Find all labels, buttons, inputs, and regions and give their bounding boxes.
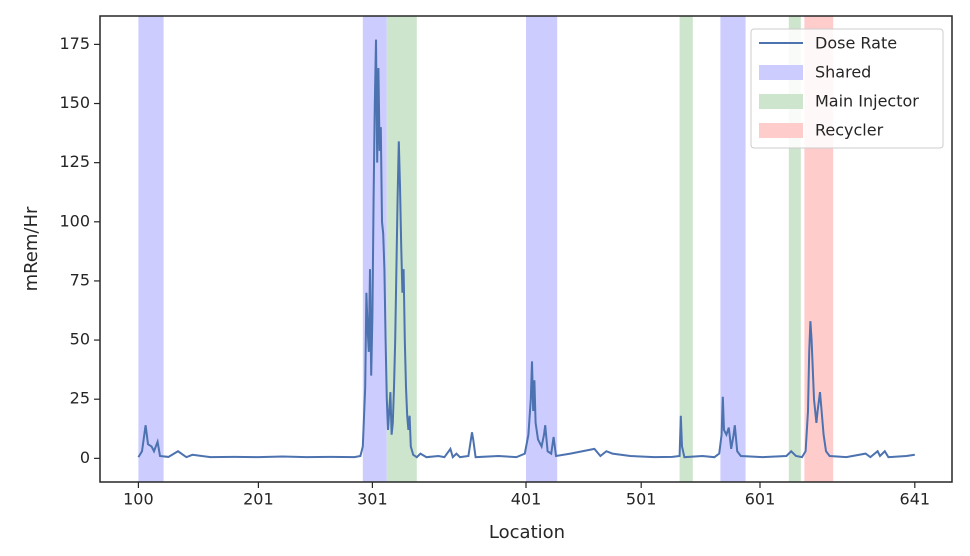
line xyxy=(137,39,915,460)
legend-label: Main Injector xyxy=(815,92,919,111)
y-tick-label: 0 xyxy=(80,448,90,467)
legend-label: Recycler xyxy=(815,121,884,140)
y-tick-label: 175 xyxy=(59,34,90,53)
span xyxy=(720,16,746,482)
legend-patch xyxy=(759,94,803,109)
y-tick-label: 25 xyxy=(70,389,90,408)
legend-patch xyxy=(759,123,803,138)
x-tick-label: 401 xyxy=(511,490,542,509)
y-axis-label: mRem/Hr xyxy=(21,206,42,291)
legend-patch xyxy=(759,65,803,80)
x-tick-label: 301 xyxy=(357,490,388,509)
span xyxy=(679,16,693,482)
legend-box xyxy=(750,28,944,149)
y-tick-label: 75 xyxy=(70,270,90,289)
x-tick-label: 201 xyxy=(243,490,274,509)
x-tick-label: 501 xyxy=(626,490,657,509)
x-axis-label: Location xyxy=(489,522,565,543)
span xyxy=(138,16,164,482)
y-tick-label: 50 xyxy=(70,330,90,349)
x-tick-label: 641 xyxy=(900,490,931,509)
y-tick-label: 125 xyxy=(59,152,90,171)
x-tick-label: 100 xyxy=(123,490,154,509)
y-tick-label: 150 xyxy=(59,93,90,112)
legend-label: Dose Rate xyxy=(815,34,897,53)
x-tick-label: 601 xyxy=(745,490,776,509)
legend-label: Shared xyxy=(815,63,871,82)
y-tick-label: 100 xyxy=(59,211,90,230)
legend: Dose Rate Shared Main Injector Recycler xyxy=(750,28,944,149)
